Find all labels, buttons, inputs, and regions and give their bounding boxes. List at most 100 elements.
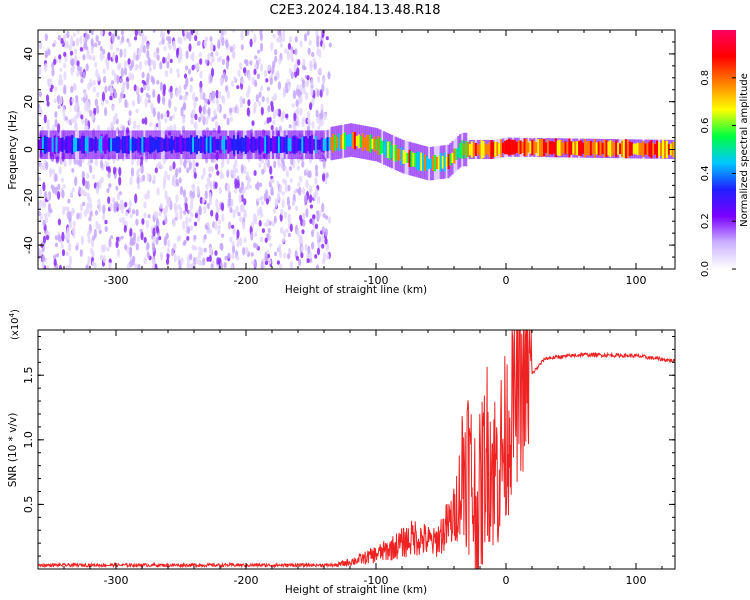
spectral-noise-speck bbox=[261, 228, 265, 233]
spectral-ridge-core bbox=[63, 139, 66, 150]
spectral-noise-speck bbox=[212, 159, 216, 164]
spectral-noise-speck bbox=[230, 198, 234, 208]
spectral-ridge-core bbox=[422, 153, 425, 172]
spectral-noise-speck bbox=[131, 100, 136, 107]
spectral-noise-speck bbox=[158, 210, 162, 217]
spectral-ridge-core bbox=[47, 137, 50, 152]
spectral-noise-speck bbox=[136, 86, 140, 94]
spectral-noise-speck bbox=[254, 81, 258, 87]
spectrogram-y-label: Frequency (Hz) bbox=[7, 110, 19, 189]
spectral-noise-speck bbox=[199, 80, 203, 90]
spectral-noise-speck bbox=[125, 211, 129, 217]
spectral-ridge-core bbox=[650, 140, 653, 159]
spectral-noise-speck bbox=[228, 221, 232, 230]
spectral-noise-speck bbox=[296, 228, 300, 237]
spectral-noise-speck bbox=[225, 39, 229, 48]
spectral-ridge-core bbox=[221, 139, 224, 150]
colorbar: 0.0 0.2 0.4 0.6 0.8 Normalized spectral ampl… bbox=[700, 30, 750, 277]
spectral-ridge-core bbox=[494, 141, 497, 157]
spectral-noise-speck bbox=[216, 207, 220, 214]
spectral-noise-speck bbox=[226, 169, 230, 178]
spectral-ridge-core bbox=[260, 136, 263, 153]
spectral-noise-speck bbox=[269, 242, 273, 248]
spectral-noise-speck bbox=[239, 62, 243, 71]
spectral-ridge-core bbox=[244, 135, 247, 154]
spectral-ridge-core bbox=[361, 133, 364, 151]
spectral-ridge-core bbox=[519, 140, 522, 155]
spectral-ridge-core bbox=[638, 142, 641, 156]
spectral-noise-speck bbox=[302, 58, 306, 66]
spectral-noise-speck bbox=[200, 91, 204, 98]
spectral-noise-speck bbox=[298, 186, 302, 196]
spectral-noise-speck bbox=[183, 239, 187, 245]
spectral-ridge-core bbox=[118, 136, 121, 153]
spectral-noise-speck bbox=[107, 52, 111, 61]
spectral-noise-speck bbox=[141, 71, 145, 79]
spectral-ridge-core bbox=[353, 132, 357, 150]
spectral-noise-speck bbox=[95, 68, 99, 78]
spectral-noise-speck bbox=[320, 103, 324, 112]
spectral-noise-speck bbox=[236, 240, 240, 248]
spectral-noise-speck bbox=[255, 183, 259, 190]
spectral-ridge-core bbox=[435, 156, 438, 169]
spectral-noise-speck bbox=[204, 98, 208, 103]
spectral-ridge-core bbox=[348, 134, 351, 147]
spectral-ridge-core bbox=[264, 136, 267, 153]
spectral-ridge-core bbox=[658, 142, 661, 157]
spectral-noise-speck bbox=[260, 106, 264, 116]
spectral-noise-speck bbox=[147, 99, 151, 104]
spectral-noise-speck bbox=[160, 113, 164, 120]
spectral-noise-speck bbox=[299, 107, 303, 117]
spectral-noise-speck bbox=[68, 211, 72, 221]
spectral-noise-speck bbox=[263, 69, 268, 78]
spectral-noise-speck bbox=[206, 176, 210, 184]
spectral-ridge-core bbox=[307, 138, 310, 152]
spectral-ridge-core bbox=[246, 137, 249, 153]
spectral-noise-speck bbox=[269, 179, 273, 184]
spectral-ridge-core bbox=[515, 141, 518, 153]
spectral-ridge-core bbox=[106, 139, 109, 151]
spectral-ridge-core bbox=[488, 142, 491, 157]
spectral-noise-speck bbox=[61, 189, 65, 199]
spectral-noise-speck bbox=[89, 159, 93, 164]
spectral-ridge-core bbox=[45, 136, 48, 153]
spectral-noise-speck bbox=[203, 247, 207, 253]
spectral-noise-speck bbox=[135, 54, 139, 61]
spectral-ridge-core bbox=[112, 138, 115, 152]
spectral-noise-speck bbox=[94, 98, 98, 107]
spectral-noise-speck bbox=[289, 260, 293, 269]
spectral-ridge-core bbox=[502, 142, 505, 154]
spectral-noise-speck bbox=[92, 80, 96, 86]
x-tick-label: 100 bbox=[626, 274, 647, 287]
x-tick-label: 100 bbox=[626, 574, 647, 587]
spectral-ridge-core bbox=[392, 144, 396, 161]
spectral-ridge-core bbox=[180, 135, 183, 154]
spectral-noise-speck bbox=[276, 70, 280, 80]
spectral-noise-speck bbox=[158, 41, 162, 46]
spectral-noise-speck bbox=[294, 120, 298, 126]
spectral-noise-speck bbox=[76, 71, 80, 77]
spectral-ridge-core bbox=[482, 141, 485, 158]
spectral-noise-speck bbox=[171, 114, 175, 119]
spectral-ridge-core bbox=[396, 148, 399, 161]
spectral-noise-speck bbox=[54, 111, 58, 118]
spectral-noise-speck bbox=[203, 234, 207, 240]
spectral-ridge-core bbox=[250, 137, 253, 153]
spectral-noise-speck bbox=[167, 197, 171, 208]
spectral-noise-speck bbox=[325, 87, 329, 97]
spectral-noise-speck bbox=[287, 232, 291, 238]
spectral-noise-speck bbox=[309, 204, 313, 209]
spectral-noise-speck bbox=[176, 68, 180, 74]
spectral-noise-speck bbox=[230, 169, 234, 175]
spectral-ridge-core bbox=[254, 138, 257, 151]
spectral-noise-speck bbox=[259, 207, 263, 216]
spectral-ridge-core bbox=[49, 137, 52, 152]
spectral-noise-speck bbox=[164, 117, 168, 124]
spectral-noise-speck bbox=[41, 254, 46, 263]
spectral-noise-speck bbox=[283, 166, 287, 171]
spectral-ridge-core bbox=[275, 136, 279, 154]
spectral-ridge-core bbox=[447, 153, 450, 170]
spectral-noise-speck bbox=[195, 62, 199, 71]
spectral-ridge-core bbox=[110, 138, 113, 152]
spectral-noise-speck bbox=[133, 84, 137, 92]
